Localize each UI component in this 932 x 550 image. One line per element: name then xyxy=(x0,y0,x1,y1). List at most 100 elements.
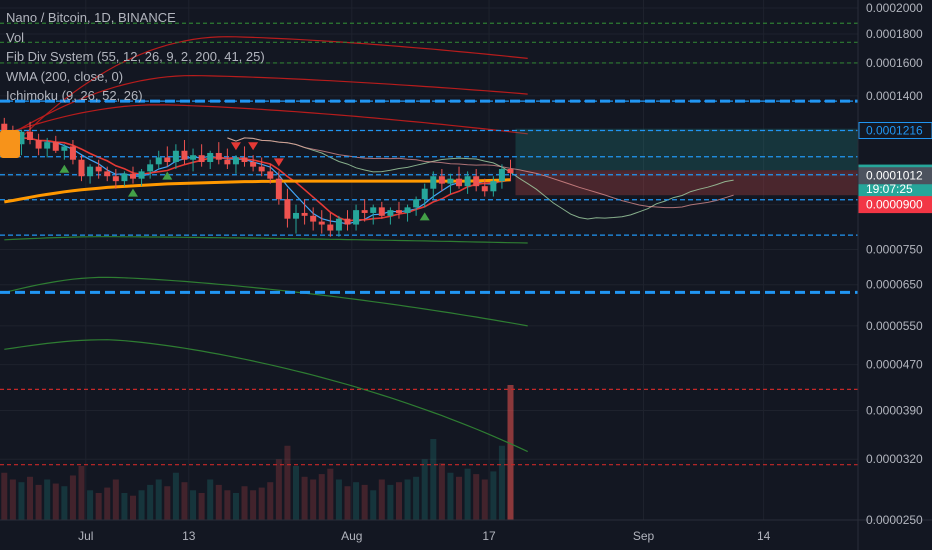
candle-6 xyxy=(52,135,59,153)
candle-9 xyxy=(78,155,85,182)
candle-body-19 xyxy=(164,157,171,163)
legend-fib-div-system: Fib Div System (55, 12, 26, 9, 2, 200, 4… xyxy=(6,49,265,64)
fib-band-upper-3 xyxy=(3,36,528,156)
candle-59 xyxy=(507,159,514,182)
candle-body-7 xyxy=(61,146,68,151)
ichimoku-base-line xyxy=(4,137,511,222)
y-tick-label-3: 0.0001400 xyxy=(866,89,923,103)
candle-43 xyxy=(370,204,377,225)
volume-bar-10 xyxy=(87,490,94,520)
candle-14 xyxy=(121,171,128,187)
volume-bar-36 xyxy=(310,479,317,520)
volume-bar-59 xyxy=(507,385,514,520)
candle-body-27 xyxy=(232,157,239,165)
candle-body-11 xyxy=(95,166,102,172)
candle-body-59 xyxy=(507,169,514,174)
candle-body-40 xyxy=(344,218,351,225)
candle-55 xyxy=(473,169,480,192)
y-tick-label-1: 0.0001800 xyxy=(866,27,923,41)
volume-bar-38 xyxy=(327,468,334,520)
candle-24 xyxy=(207,150,214,170)
candle-body-8 xyxy=(69,146,76,160)
candle-body-30 xyxy=(258,166,265,172)
price-label-box-0 xyxy=(858,122,932,140)
candle-body-53 xyxy=(456,178,463,187)
candle-21 xyxy=(181,140,188,165)
candle-body-41 xyxy=(353,210,360,225)
volume-bar-1 xyxy=(9,479,16,520)
volume-bar-42 xyxy=(361,484,368,520)
candle-body-23 xyxy=(198,155,205,163)
candle-body-37 xyxy=(318,221,325,225)
volume-bar-25 xyxy=(215,484,222,520)
volume-bar-50 xyxy=(430,439,437,520)
ichimoku-cloud-bull xyxy=(515,128,858,171)
volume-bar-37 xyxy=(318,474,325,520)
volume-bar-43 xyxy=(370,490,377,520)
candle-58 xyxy=(498,164,505,189)
volume-bar-45 xyxy=(387,484,394,520)
candle-body-16 xyxy=(138,171,145,179)
volume-bar-19 xyxy=(164,486,171,520)
candle-body-56 xyxy=(481,186,488,192)
y-tick-label-11: 0.0000470 xyxy=(866,358,923,372)
candle-22 xyxy=(190,148,197,172)
price-label-0: 0.0001216 xyxy=(866,124,923,138)
sell-signal-0 xyxy=(230,142,241,151)
candle-5 xyxy=(44,137,51,158)
volume-bar-53 xyxy=(456,476,463,520)
ichimoku-span-a xyxy=(227,137,734,220)
volume-bar-46 xyxy=(395,482,402,520)
buy-signal-2 xyxy=(162,171,173,180)
fib-band-upper-1 xyxy=(4,104,528,135)
fib-band-lower-1 xyxy=(4,236,528,244)
volume-bar-7 xyxy=(61,486,68,520)
candle-body-26 xyxy=(224,159,231,165)
volume-bar-28 xyxy=(241,486,248,520)
ichimoku-span-b xyxy=(227,137,734,209)
candle-8 xyxy=(69,140,76,165)
candle-32 xyxy=(275,171,282,205)
candle-body-32 xyxy=(275,178,282,200)
candle-body-3 xyxy=(27,131,34,141)
volume-bar-21 xyxy=(181,482,188,520)
x-tick-label-5: 14 xyxy=(757,529,771,543)
candle-body-31 xyxy=(267,171,274,179)
volume-bar-29 xyxy=(250,490,257,520)
volume-bar-30 xyxy=(258,487,265,520)
candle-body-4 xyxy=(35,140,42,149)
candle-body-49 xyxy=(421,188,428,200)
candle-30 xyxy=(258,157,265,177)
x-tick-label-4: Sep xyxy=(633,529,655,543)
volume-bar-51 xyxy=(438,463,445,520)
candle-body-38 xyxy=(327,224,334,231)
volume-bar-0 xyxy=(1,472,8,520)
candle-body-14 xyxy=(121,173,128,182)
volume-bar-34 xyxy=(293,466,300,520)
candle-body-9 xyxy=(78,159,85,177)
candle-15 xyxy=(129,166,136,184)
volume-bar-20 xyxy=(172,472,179,520)
volume-bar-24 xyxy=(207,479,214,520)
candle-42 xyxy=(361,199,368,222)
candle-body-33 xyxy=(284,199,291,219)
candle-12 xyxy=(104,166,111,182)
price-label-box-4 xyxy=(858,196,932,214)
candle-18 xyxy=(155,150,162,170)
volume-bar-12 xyxy=(104,487,111,520)
volume-bar-55 xyxy=(473,474,480,520)
volume-bar-44 xyxy=(378,479,385,520)
candle-body-20 xyxy=(172,150,179,163)
candle-26 xyxy=(224,148,231,170)
candle-4 xyxy=(35,133,42,156)
x-tick-label-2: Aug xyxy=(341,529,362,543)
volume-bar-58 xyxy=(498,445,505,520)
volume-bar-49 xyxy=(421,459,428,520)
volume-bar-32 xyxy=(275,459,282,520)
candle-10 xyxy=(87,164,94,184)
candle-46 xyxy=(395,201,402,219)
candle-33 xyxy=(284,188,291,228)
buy-signal-3 xyxy=(419,212,430,221)
volume-bar-40 xyxy=(344,486,351,520)
